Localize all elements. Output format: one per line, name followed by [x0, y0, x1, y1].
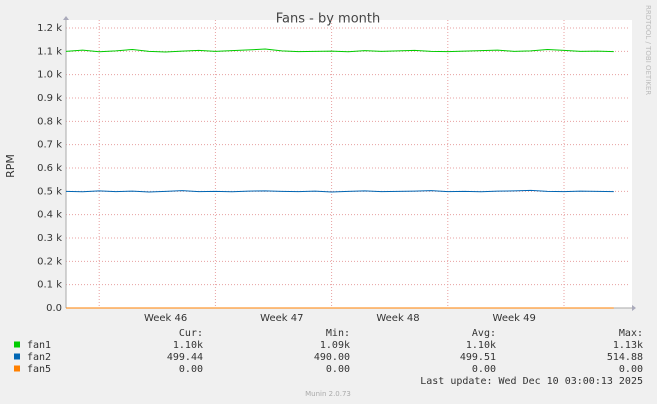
y-tick-label: 0.6 k [37, 163, 62, 174]
legend-label: fan2 [27, 352, 51, 363]
chart-title: Fans - by month [276, 12, 381, 27]
watermark: RRDTOOL / TOBI OETIKER [644, 5, 652, 95]
summary-value: 1.10k [466, 340, 496, 351]
series-line [65, 48, 614, 53]
summary-value: 1.10k [173, 340, 203, 351]
summary-value: 0.00 [326, 364, 350, 375]
y-tick-label: 0.7 k [37, 140, 62, 151]
y-tick-label: 0.8 k [37, 116, 62, 127]
y-tick-label: 1.1 k [37, 46, 62, 57]
x-axis-arrow [632, 305, 636, 311]
summary-value: 499.51 [460, 352, 496, 363]
summary-value: 490.00 [314, 352, 350, 363]
summary-value: 1.13k [613, 340, 643, 351]
x-tick-label: Week 48 [376, 313, 419, 324]
legend-swatch [14, 341, 20, 348]
plot-area [66, 20, 632, 308]
x-tick-label: Week 46 [144, 313, 187, 324]
summary-value: 1.09k [320, 340, 350, 351]
summary-header: Cur: [179, 328, 203, 339]
legend-label: fan5 [27, 364, 51, 375]
y-tick-label: 0.0 [46, 303, 62, 314]
footer: Munin 2.0.73 [305, 390, 351, 398]
summary-header: Max: [619, 328, 643, 339]
summary-header: Avg: [472, 328, 496, 339]
y-tick-label: 0.9 k [37, 93, 62, 104]
y-tick-label: 0.5 k [37, 186, 62, 197]
summary-value: 0.00 [619, 364, 643, 375]
y-tick-label: 0.3 k [37, 233, 62, 244]
y-tick-label: 0.4 k [37, 210, 62, 221]
legend-label: fan1 [27, 340, 51, 351]
y-tick-label: 1.2 k [37, 23, 62, 34]
y-tick-label: 0.1 k [37, 280, 62, 291]
summary-value: 514.88 [607, 352, 643, 363]
y-axis-arrow [63, 16, 69, 20]
summary-value: 0.00 [472, 364, 496, 375]
summary-value: 0.00 [179, 364, 203, 375]
y-tick-label: 0.2 k [37, 256, 62, 267]
y-axis-label: RPM [4, 154, 17, 178]
y-tick-label: 1.0 k [37, 70, 62, 81]
summary-value: 499.44 [167, 352, 203, 363]
last-update: Last update: Wed Dec 10 03:00:13 2025 [420, 376, 643, 387]
series-line [65, 189, 614, 193]
x-tick-label: Week 47 [260, 313, 303, 324]
legend-swatch [14, 353, 20, 360]
summary-header: Min: [326, 328, 350, 339]
x-tick-label: Week 49 [493, 313, 536, 324]
legend-swatch [14, 365, 20, 372]
